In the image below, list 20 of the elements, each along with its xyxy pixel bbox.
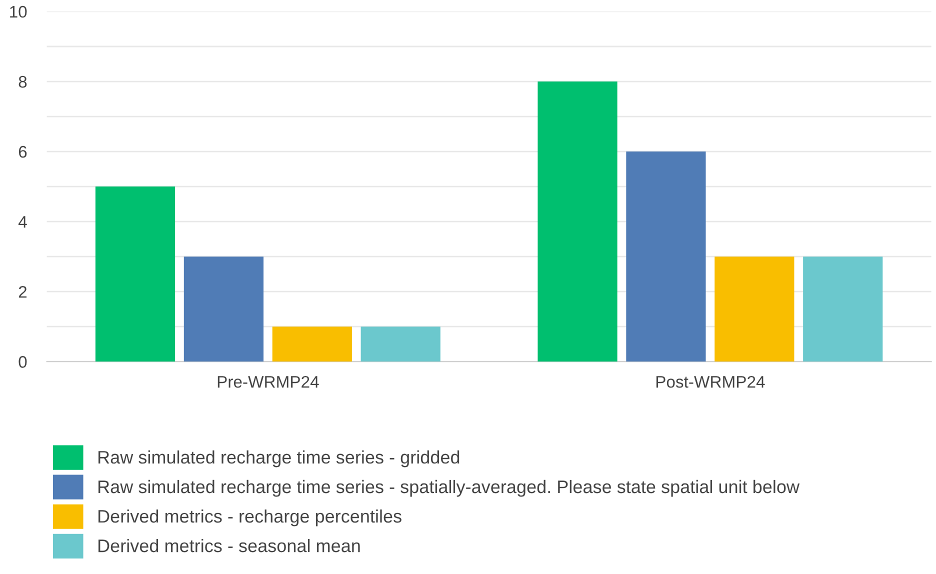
legend-label: Derived metrics - recharge percentiles [98,509,402,526]
bar [626,152,706,362]
bar [714,256,794,362]
bar [803,256,883,362]
bar [538,82,618,362]
bar [184,256,264,362]
bar [360,326,440,362]
y-tick-label: 10 [10,6,27,18]
y-tick-label: 8 [18,76,27,88]
legend-label: Derived metrics - seasonal mean [98,538,360,552]
y-tick-label: 6 [18,146,27,158]
y-tick-label: 2 [18,286,27,298]
x-tick-label: Post-WRMP24 [656,376,765,388]
y-tick-label: 4 [18,216,27,228]
bar [272,326,352,362]
bar [95,186,176,362]
x-tick-label: Pre-WRMP24 [218,376,319,388]
legend-label: Raw simulated recharge time series - spatially-averaged. Please state spatial unit below [98,480,800,497]
y-tick-label: 0 [18,356,27,368]
legend-label: Raw simulated recharge time series - gridded [98,450,460,468]
